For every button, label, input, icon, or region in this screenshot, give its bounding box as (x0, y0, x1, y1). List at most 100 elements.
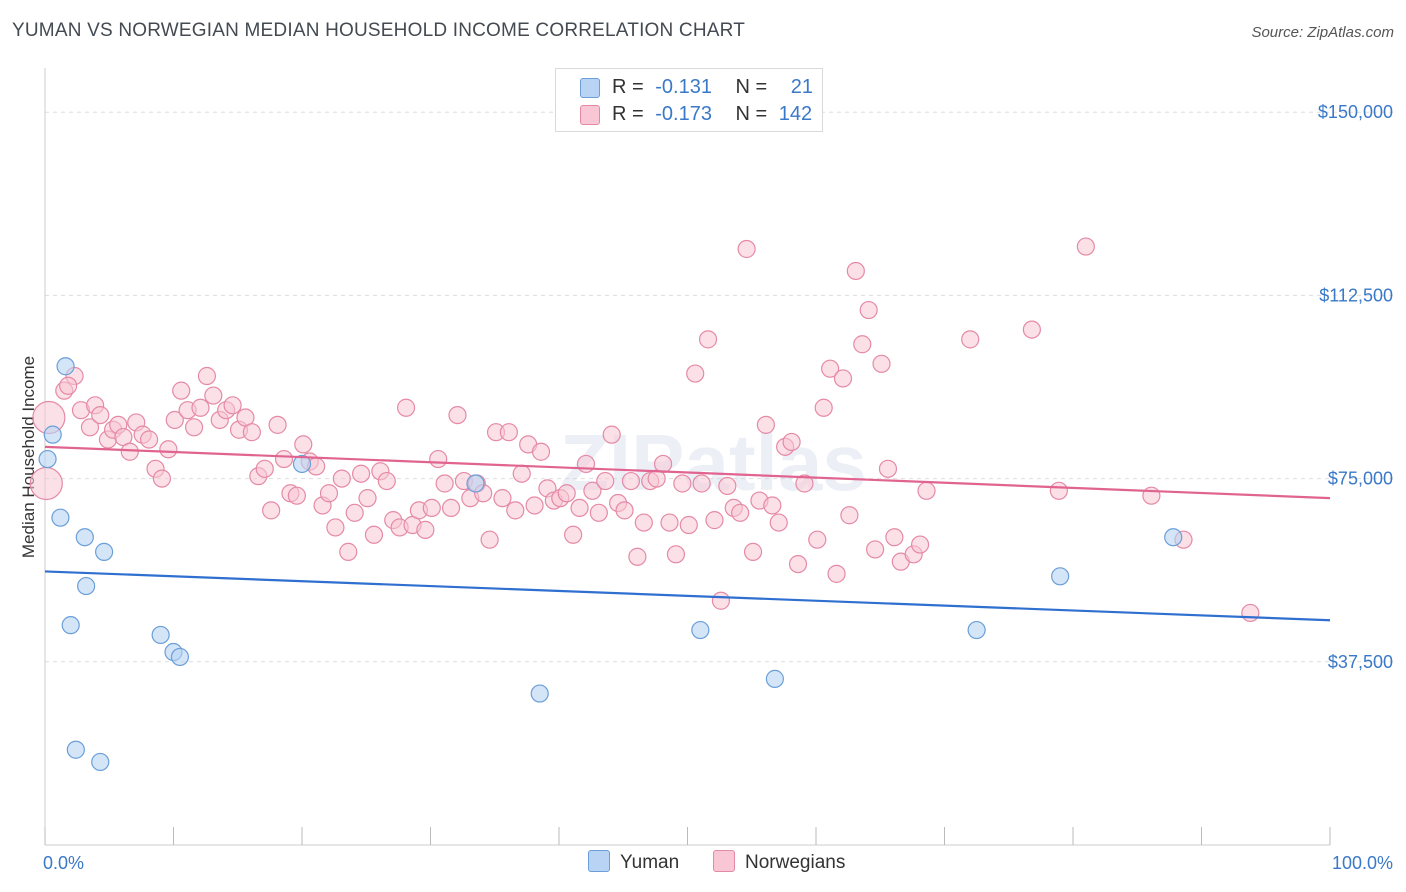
norwegians-point (615, 501, 634, 520)
norwegians-point (396, 398, 416, 417)
y-tick-label: $37,500 (1328, 652, 1393, 672)
y-tick-labels: $37,500 $75,000 $112,500 $150,000 (1318, 102, 1393, 672)
norwegians-point (120, 442, 139, 461)
legend-yuman-swatch (588, 850, 610, 872)
norwegians-point (416, 520, 435, 539)
norwegians-point (660, 513, 679, 532)
norwegians-point (152, 469, 172, 488)
yuman-point (61, 616, 80, 635)
norwegians-point (429, 449, 448, 469)
yuman-point (1051, 567, 1070, 586)
yuman-point (292, 454, 312, 474)
yuman-point (38, 449, 57, 469)
norwegians-point (833, 369, 853, 388)
legend-norwegians-swatch (713, 850, 735, 872)
norwegians-point (763, 496, 782, 515)
norwegians-point (525, 496, 544, 515)
norwegians-point (339, 542, 358, 561)
norwegians-point (557, 484, 576, 503)
norwegians-point (788, 554, 808, 574)
norwegians-point (737, 239, 756, 259)
yuman-point (967, 620, 986, 640)
norwegians-point (885, 528, 904, 547)
norwegians-point (493, 489, 512, 508)
yuman-point (66, 740, 85, 759)
norwegians-point (711, 591, 731, 610)
norwegians-point (80, 418, 100, 437)
yuman-point (77, 576, 96, 596)
norwegians-point (448, 405, 467, 425)
norwegians-point (191, 398, 210, 417)
norwegians-point (878, 459, 898, 478)
yuman-point (466, 474, 485, 493)
norwegians-point (1241, 603, 1260, 623)
norwegians-point (326, 518, 345, 537)
yuman-point (91, 752, 110, 772)
yuman-n-value: 21 (790, 76, 814, 98)
yuman-point (43, 425, 62, 444)
yuman-point (765, 669, 784, 688)
norwegians-point (769, 513, 788, 532)
y-axis-label: Median Household Income (19, 356, 38, 558)
norwegians-trend-line (44, 445, 1331, 500)
norwegians-point (782, 432, 801, 452)
norwegians-point (602, 425, 621, 444)
norwegians-point (910, 535, 930, 554)
yuman-point (530, 684, 549, 703)
norwegians-point (859, 300, 878, 320)
y-tick-label: $75,000 (1328, 469, 1393, 489)
yuman-point (170, 647, 190, 667)
norwegians-point (872, 354, 891, 373)
norwegians-swatch (580, 105, 600, 125)
norwegians-point (319, 484, 339, 503)
series-yuman-points (38, 357, 1183, 772)
source-credit: Source: ZipAtlas.com (1251, 24, 1394, 41)
yuman-point (51, 508, 70, 527)
norwegians-point (59, 376, 78, 395)
norwegians-point (621, 471, 641, 491)
x-tick-label-end: 100.0% (1332, 853, 1393, 873)
norwegians-n-label: N = (735, 103, 768, 125)
norwegians-point (853, 335, 872, 354)
norwegians-r-label: R = (612, 103, 644, 125)
norwegians-point (576, 454, 596, 474)
norwegians-point (653, 454, 673, 474)
norwegians-point (29, 466, 63, 501)
yuman-point (691, 620, 710, 640)
norwegians-point (332, 469, 351, 488)
norwegians-point (596, 471, 615, 491)
norwegians-point (165, 410, 184, 430)
norwegians-point (705, 511, 724, 530)
norwegians-point (821, 359, 840, 378)
norwegians-point (512, 464, 531, 483)
yuman-point (95, 542, 114, 561)
norwegians-point (1076, 237, 1095, 256)
norwegians-point (364, 525, 384, 544)
norwegians-point (435, 474, 454, 493)
norwegians-point (692, 474, 711, 493)
y-tick-label: $150,000 (1318, 102, 1393, 122)
norwegians-point (634, 513, 653, 532)
yuman-r-value: -0.131 (655, 76, 712, 98)
norwegians-point (589, 503, 608, 522)
legend-item-yuman: Yuman (588, 850, 679, 874)
norwegians-r-value: -0.173 (655, 103, 712, 125)
norwegians-point (840, 506, 859, 525)
yuman-point (56, 357, 75, 376)
norwegians-point (808, 530, 827, 549)
stats-legend: R = -0.131 N = 21 R = -0.173 N = 142 (555, 68, 823, 132)
norwegians-point (564, 525, 583, 544)
norwegians-point (795, 474, 814, 493)
norwegians-point (377, 471, 396, 491)
chart-title: YUMAN VS NORWEGIAN MEDIAN HOUSEHOLD INCO… (12, 20, 746, 41)
norwegians-point (358, 489, 377, 508)
norwegians-point (223, 396, 242, 415)
norwegians-point (731, 503, 750, 522)
norwegians-point (846, 261, 865, 281)
yuman-r-label: R = (612, 76, 644, 98)
norwegians-point (139, 430, 159, 449)
norwegians-point (441, 498, 461, 518)
norwegians-point (204, 386, 223, 405)
norwegians-point (422, 498, 441, 518)
